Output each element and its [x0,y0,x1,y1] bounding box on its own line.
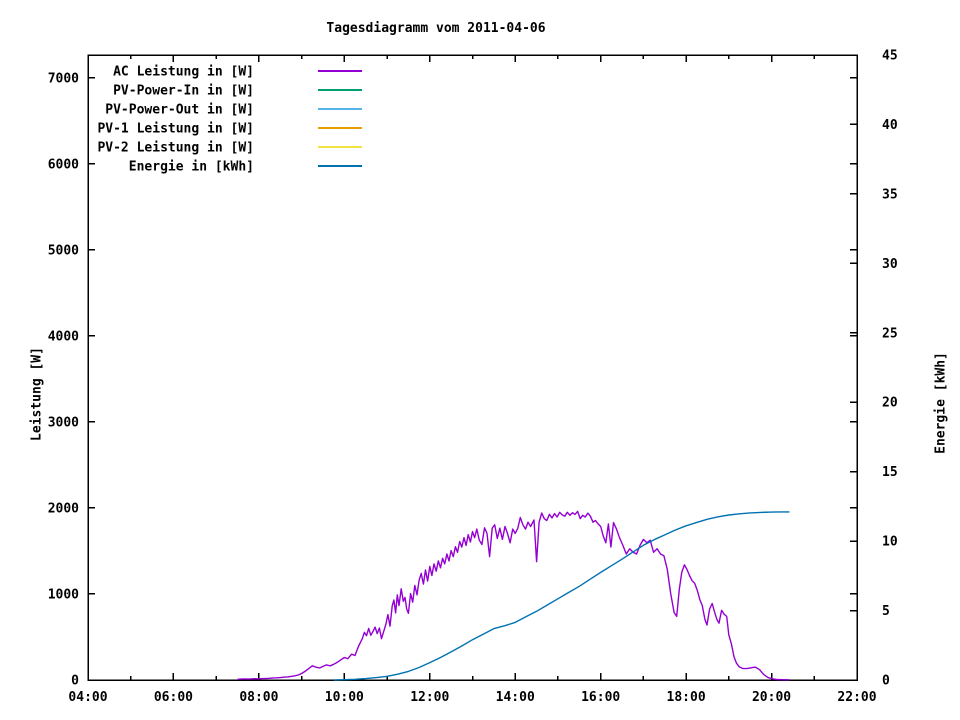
y2-tick-label: 45 [882,49,898,64]
y-tick-label: 7000 [48,71,79,86]
y2-tick-label: 15 [882,465,898,480]
y2-tick-label: 30 [882,257,898,272]
y2-tick-label: 40 [882,118,898,133]
x-tick-label: 04:00 [68,690,107,705]
legend-label: AC Leistung in [W] [113,65,254,80]
legend-label: PV-2 Leistung in [W] [97,141,254,156]
x-tick-label: 06:00 [154,690,193,705]
x-tick-label: 10:00 [325,690,364,705]
chart-title: Tagesdiagramm vom 2011-04-06 [326,21,546,36]
legend-label: Energie in [kWh] [129,160,254,175]
x-tick-label: 08:00 [239,690,278,705]
y2-tick-label: 25 [882,326,898,341]
legend-label: PV-Power-Out in [W] [105,103,254,118]
x-tick-label: 18:00 [667,690,706,705]
y-tick-label: 0 [71,674,79,689]
y2-tick-label: 0 [882,674,890,689]
x-tick-label: 16:00 [581,690,620,705]
x-tick-label: 20:00 [752,690,791,705]
y2-tick-label: 20 [882,396,898,411]
x-tick-label: 12:00 [410,690,449,705]
y-tick-label: 6000 [48,157,79,172]
y-tick-label: 2000 [48,501,79,516]
x-tick-label: 14:00 [496,690,535,705]
y-tick-label: 3000 [48,415,79,430]
y2-tick-label: 35 [882,187,898,202]
legend-label: PV-1 Leistung in [W] [97,122,254,137]
series-energie-in-kwh [333,511,790,681]
y-tick-label: 1000 [48,587,79,602]
y-tick-label: 5000 [48,243,79,258]
legend-label: PV-Power-In in [W] [113,84,254,99]
y-tick-label: 4000 [48,329,79,344]
y2-tick-label: 5 [882,604,890,619]
x-tick-label: 22:00 [837,690,876,705]
series-ac-leistung-in-w [237,510,790,681]
y2-tick-label: 10 [882,535,898,550]
